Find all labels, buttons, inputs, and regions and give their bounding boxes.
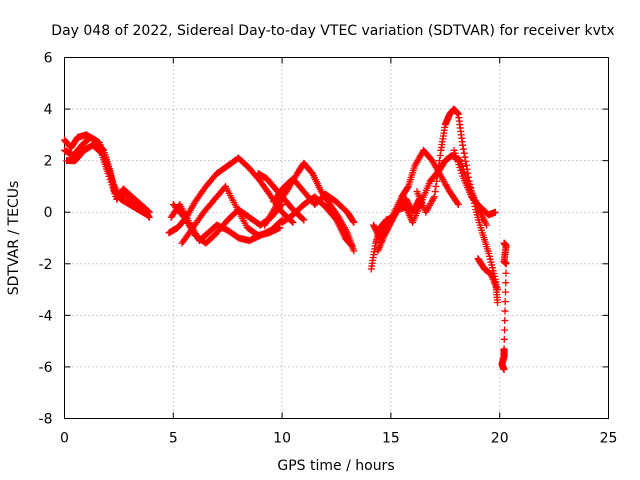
data-point: [144, 207, 152, 215]
data-point: [502, 260, 510, 268]
x-tick-labels: 0 5 10 15 20 25: [60, 431, 617, 447]
series-trace-8: [254, 170, 308, 224]
data-point: [299, 215, 307, 223]
data-point: [494, 298, 502, 306]
series-trace-3: [63, 141, 153, 216]
series-trace-17: [474, 255, 502, 294]
data-point: [463, 165, 471, 173]
data-point: [436, 151, 444, 159]
data-point: [502, 279, 510, 287]
data-point: [433, 172, 441, 180]
data-point: [501, 326, 509, 334]
y-tick-label: 2: [44, 154, 53, 170]
data-point: [462, 157, 470, 165]
x-axis-label: GPS time / hours: [277, 458, 394, 474]
x-tick-label: 5: [169, 431, 178, 447]
series-trace-18: [498, 239, 510, 374]
x-tick-label: 15: [382, 431, 400, 447]
data-point: [502, 269, 510, 277]
axis-ticks: [64, 57, 609, 419]
series-trace-11: [278, 193, 356, 250]
data-point: [500, 335, 508, 343]
grid: [64, 57, 609, 419]
y-tick-label: 0: [44, 205, 53, 221]
series-trace-9: [261, 159, 358, 255]
data-point: [431, 188, 439, 196]
data-point: [465, 173, 473, 181]
data-point: [461, 153, 469, 161]
data-point: [433, 177, 441, 185]
x-tick-label: 20: [491, 431, 509, 447]
data-point: [432, 182, 440, 190]
series-trace-7: [178, 182, 284, 247]
data-point: [145, 208, 153, 216]
data-point: [454, 200, 462, 208]
data-point: [491, 208, 499, 216]
data-point: [483, 221, 491, 229]
data-point: [501, 317, 509, 325]
y-tick-label: -2: [39, 257, 53, 273]
data-point: [434, 167, 442, 175]
y-tick-label: 6: [44, 51, 53, 67]
y-tick-labels: -8 -6 -4 -2 0 2 4 6: [39, 51, 53, 428]
data-point: [459, 141, 467, 149]
data-points: [61, 105, 510, 374]
data-point: [347, 241, 355, 249]
x-tick-label: 25: [600, 431, 618, 447]
data-point: [435, 162, 443, 170]
data-point: [501, 298, 509, 306]
data-point: [350, 247, 358, 255]
y-tick-label: -6: [39, 360, 53, 376]
data-point: [502, 288, 510, 296]
plot-frame: [64, 57, 609, 419]
y-axis-label: SDTVAR / TECUs: [6, 181, 22, 296]
data-point: [300, 216, 308, 224]
data-point: [430, 193, 438, 201]
data-point: [462, 161, 470, 169]
data-point: [494, 286, 502, 294]
data-point: [348, 242, 356, 250]
data-point: [453, 199, 461, 207]
data-point: [460, 149, 468, 157]
data-point: [350, 219, 358, 227]
chart-title: Day 048 of 2022, Sidereal Day-to-day VTE…: [51, 23, 614, 39]
y-tick-label: 4: [44, 102, 53, 118]
data-point: [500, 366, 508, 374]
y-tick-label: -8: [39, 412, 53, 428]
x-tick-label: 0: [60, 431, 69, 447]
x-tick-label: 10: [273, 431, 291, 447]
data-point: [459, 145, 467, 153]
data-point: [404, 184, 412, 192]
series-trace-16: [450, 146, 499, 219]
data-point: [435, 157, 443, 165]
series-trace-15: [413, 105, 502, 306]
data-point: [464, 169, 472, 177]
data-point: [349, 217, 357, 225]
data-point: [289, 219, 297, 227]
data-point: [501, 307, 509, 315]
y-tick-label: -4: [39, 308, 53, 324]
data-point: [276, 224, 284, 232]
